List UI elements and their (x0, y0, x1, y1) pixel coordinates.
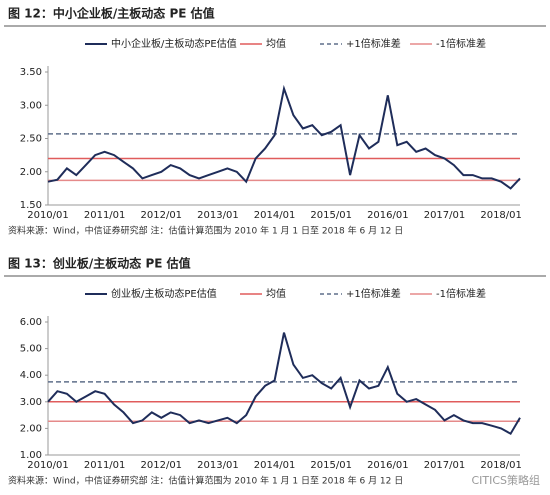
data-line (47, 332, 521, 436)
x-tick-label: 2018/01 (480, 460, 522, 471)
y-tick-label: 2.00 (20, 423, 42, 434)
x-tick-label: 2015/01 (310, 460, 352, 471)
x-tick-label: 2016/01 (367, 210, 409, 221)
legend-label: 均值 (266, 287, 286, 300)
y-tick-label: 1.00 (20, 450, 42, 461)
y-tick-label: 3.50 (20, 67, 42, 78)
x-tick-label: 2016/01 (367, 460, 409, 471)
legend-label: -1倍标准差 (436, 287, 486, 300)
x-tick-label: 2011/01 (84, 210, 126, 221)
y-tick-label: 3.00 (20, 100, 42, 111)
x-tick-label: 2014/01 (254, 460, 296, 471)
legend-label: -1倍标准差 (436, 37, 486, 50)
chart-title: 图 13：创业板/主板动态 PE 估值 (8, 256, 191, 271)
legend-label: 中小企业板/主板动态PE估值 (111, 37, 237, 50)
x-tick-label: 2013/01 (197, 210, 239, 221)
legend-label: +1倍标准差 (346, 287, 401, 300)
source-note: 资料来源：Wind，中信证券研究部 注：估值计算范围为 2010 年 1 月 1… (8, 475, 403, 487)
y-tick-label: 2.00 (20, 167, 42, 178)
x-tick-label: 2017/01 (424, 210, 466, 221)
legend-label: +1倍标准差 (346, 37, 401, 50)
x-tick-label: 2014/01 (254, 210, 296, 221)
y-tick-label: 3.00 (20, 397, 42, 408)
data-line (47, 84, 521, 190)
x-tick-label: 2010/01 (27, 460, 69, 471)
x-tick-label: 2017/01 (424, 460, 466, 471)
x-tick-label: 2011/01 (84, 460, 126, 471)
watermark: CITICS策略组 (471, 473, 540, 487)
legend-label: 均值 (266, 37, 286, 50)
x-tick-label: 2013/01 (197, 460, 239, 471)
x-tick-label: 2015/01 (310, 210, 352, 221)
y-tick-label: 1.50 (20, 200, 42, 211)
chart-title: 图 12：中小企业板/主板动态 PE 估值 (8, 6, 215, 21)
y-tick-label: 6.00 (20, 317, 42, 328)
x-tick-label: 2012/01 (141, 460, 183, 471)
legend-label: 创业板/主板动态PE估值 (111, 287, 217, 300)
y-tick-label: 4.00 (20, 370, 42, 381)
x-tick-label: 2010/01 (27, 210, 69, 221)
y-tick-label: 5.00 (20, 344, 42, 355)
source-note: 资料来源：Wind，中信证券研究部 注：估值计算范围为 2010 年 1 月 1… (8, 225, 403, 237)
x-tick-label: 2018/01 (480, 210, 522, 221)
y-tick-label: 2.50 (20, 134, 42, 145)
x-tick-label: 2012/01 (141, 210, 183, 221)
